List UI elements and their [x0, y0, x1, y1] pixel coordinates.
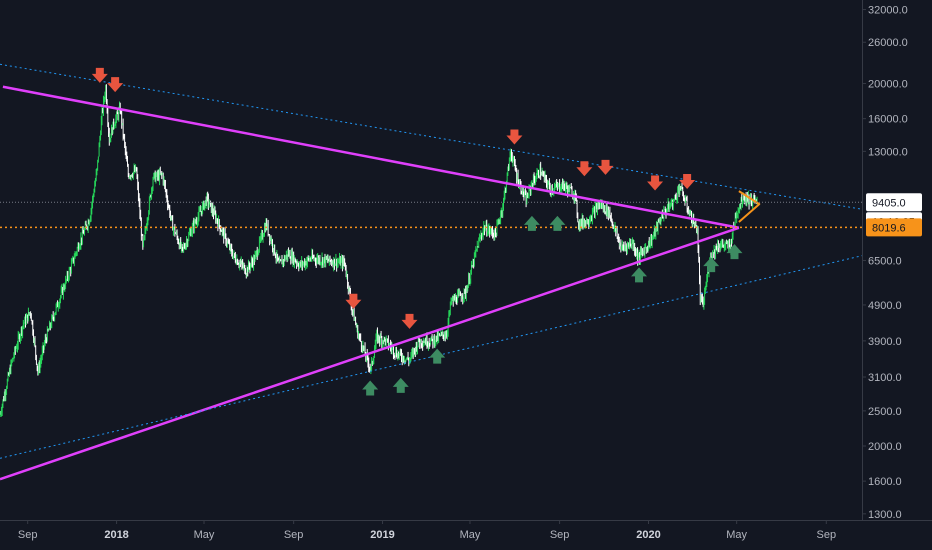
time-tick-label: Sep	[284, 529, 304, 541]
down-arrow-icon	[506, 129, 523, 145]
trendline	[0, 226, 740, 481]
down-arrow-icon	[647, 175, 664, 191]
up-arrow-icon	[703, 257, 720, 273]
price-tick-label: 13000.0	[868, 146, 908, 158]
down-arrow-icon	[576, 161, 593, 177]
time-tick-label: 2018	[104, 529, 128, 541]
drawings-layer	[0, 63, 863, 481]
down-arrow-icon	[107, 77, 124, 93]
last-price-tag	[866, 193, 922, 212]
down-arrow-icon	[401, 313, 418, 329]
time-tick-label: Sep	[817, 529, 837, 541]
price-labels: 9405.010:16:258019.6	[866, 193, 922, 237]
down-arrow-icon	[91, 67, 108, 83]
price-tick-label: 26000.0	[868, 37, 908, 49]
up-arrow-icon	[429, 348, 446, 364]
price-tick-label: 20000.0	[868, 79, 908, 91]
price-tick-label: 2500.0	[868, 406, 902, 418]
down-arrow-icon	[679, 173, 696, 189]
trendline	[2, 85, 740, 230]
channel-dotted-line	[0, 63, 863, 210]
price-tick-label: 4900.0	[868, 300, 902, 312]
time-tick-label: Sep	[550, 529, 570, 541]
time-tick-label: 2019	[370, 529, 394, 541]
price-tick-label: 16000.0	[868, 114, 908, 126]
price-tick-label: 3900.0	[868, 336, 902, 348]
up-arrow-icon	[549, 215, 566, 231]
price-tick-label: 32000.0	[868, 5, 908, 17]
last-price-value: 9405.0	[872, 197, 906, 209]
time-axis-panel[interactable]	[0, 520, 932, 550]
up-arrow-icon	[362, 380, 379, 396]
price-tick-label: 1600.0	[868, 476, 902, 488]
price-tick-label: 1300.0	[868, 509, 902, 521]
down-arrow-icon	[345, 293, 362, 309]
time-tick-label: May	[460, 529, 481, 541]
up-arrow-icon	[523, 215, 540, 231]
time-tick-label: 2020	[636, 529, 660, 541]
price-tick-label: 6500.0	[868, 255, 902, 267]
triangle-pattern-drawing	[738, 190, 761, 223]
price-axis-panel[interactable]	[862, 0, 932, 520]
markers-layer	[91, 67, 743, 396]
time-tick-label: May	[194, 529, 215, 541]
time-tick-label: May	[726, 529, 747, 541]
down-arrow-icon	[597, 159, 614, 175]
level-price-tag	[866, 218, 922, 237]
time-axis: Sep 2018 May Sep 2019 May Sep 2020 May Sep	[18, 520, 836, 541]
time-tick-label: Sep	[18, 529, 38, 541]
level-price-value: 8019.6	[872, 222, 906, 234]
price-tick-label: 2000.0	[868, 441, 902, 453]
up-arrow-icon	[392, 377, 409, 393]
price-axis: 32000.0 26000.0 20000.0 16000.0 13000.0 6500.…	[862, 5, 908, 521]
up-arrow-icon	[726, 244, 743, 260]
price-tick-label: 3100.0	[868, 372, 902, 384]
up-arrow-icon	[631, 267, 648, 283]
candles-layer	[0, 84, 758, 417]
